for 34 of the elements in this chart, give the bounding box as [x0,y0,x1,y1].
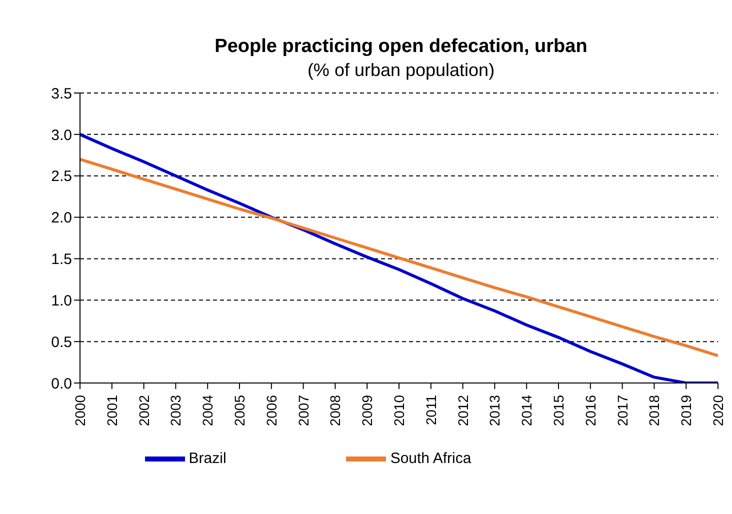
chart-subtitle: (% of urban population) [306,60,496,81]
x-tick-label: 2007 [295,394,312,426]
x-tick-label: 2005 [232,394,248,426]
x-tick-label: 2004 [200,394,216,426]
x-tick-label: 2016 [582,394,598,426]
x-tick-label: 2002 [136,394,152,426]
x-tick-label: 2017 [614,394,630,426]
y-tick-label: 1.5 [51,251,72,268]
line-series [80,158,718,358]
y-tick-label: 3.5 [51,85,72,102]
legend-label: South Africa [390,450,472,467]
y-tick-label: 2.0 [51,210,72,227]
x-tick-label: 2015 [550,394,566,426]
x-tick-label: 2013 [486,394,503,426]
x-tick-label: 2000 [72,394,88,426]
x-tick-label: 2020 [710,394,726,426]
x-tick-label: 2012 [454,394,471,426]
y-tick-label: 1.0 [51,292,72,310]
x-tick-label: 2006 [263,394,280,426]
y-tick-label: 0.0 [51,375,72,392]
x-tick-label: 2018 [646,394,662,426]
x-tick-label: 2001 [104,394,120,426]
legend-label: Brazil [188,450,226,467]
chart-title: People practicing open defecation, urban [214,36,588,58]
x-tick-label: 2010 [391,394,407,426]
x-tick-label: 2003 [168,394,184,426]
y-tick-label: 3.0 [51,126,72,144]
y-tick-label: 2.5 [51,168,72,186]
x-tick-label: 2019 [678,394,694,426]
y-tick-label: 0.5 [51,334,72,351]
x-tick-label: 2008 [327,394,344,426]
x-tick-label: 2011 [422,394,439,426]
x-tick-label: 2014 [518,394,535,426]
x-tick-label: 2009 [359,394,376,426]
